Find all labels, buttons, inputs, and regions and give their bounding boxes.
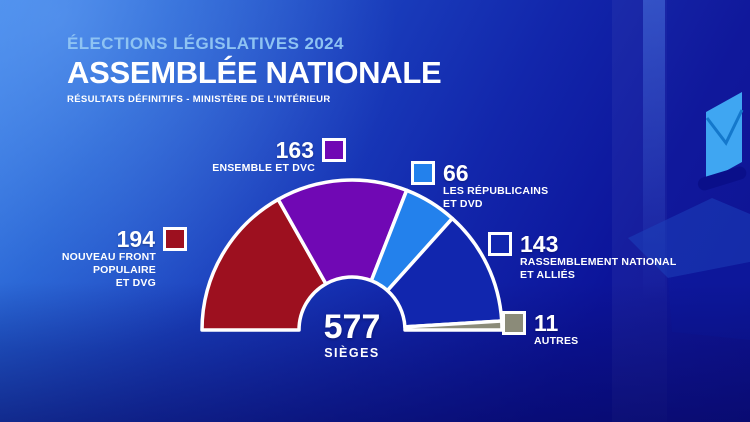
header: ÉLECTIONS LÉGISLATIVES 2024 ASSEMBLÉE NA… [67, 34, 442, 105]
autres-label: AUTRES [534, 335, 579, 347]
autres-seats: 11 [534, 310, 559, 336]
source-text: RÉSULTATS DÉFINITIFS - MINISTÈRE DE L'IN… [67, 94, 331, 105]
lr-label: LES RÉPUBLICAINS [443, 185, 549, 197]
callout-row: 143 [488, 232, 676, 256]
autres-swatch [502, 311, 526, 335]
rn-label: RASSEMBLEMENT NATIONAL [520, 256, 677, 268]
hemicycle-segment [276, 178, 409, 286]
hemicycle-segment [385, 216, 504, 329]
nfp-label-2: ET DVG [115, 277, 156, 289]
nfp-seats: 194 [116, 226, 155, 252]
callout-row: 194 [117, 227, 187, 251]
background-shadow [0, 282, 750, 422]
callout-row: 163 [276, 138, 346, 162]
nfp-label: NOUVEAU FRONT POPULAIRE [61, 251, 156, 276]
lr-swatch [411, 161, 435, 185]
rn-swatch [488, 232, 512, 256]
rn-label-2: ET ALLIÉS [520, 269, 576, 281]
lr-label-2: ET DVD [443, 198, 483, 210]
callout-autres: 11 AUTRES [502, 311, 578, 348]
callout-rassemblement-national: 143 RASSEMBLEMENT NATIONAL ET ALLIÉS [488, 232, 676, 282]
callout-row: 11 [502, 311, 578, 335]
total-seats-label: SIÈGES [324, 346, 380, 360]
callout-les-republicains: 66 LES RÉPUBLICAINS ET DVD [411, 161, 548, 211]
eyebrow-text: ÉLECTIONS LÉGISLATIVES 2024 [67, 34, 344, 53]
chart-total: 577 SIÈGES [272, 310, 432, 360]
nfp-swatch [163, 227, 187, 251]
callout-ensemble: 163 ENSEMBLE ET DVC [212, 138, 346, 175]
page-title: ASSEMBLÉE NATIONALE [67, 55, 442, 90]
lr-seats: 66 [443, 160, 469, 186]
ensemble-swatch [322, 138, 346, 162]
ensemble-seats: 163 [275, 137, 314, 163]
callout-nouveau-front-populaire: 194 NOUVEAU FRONT POPULAIRE ET DVG [0, 227, 187, 290]
rn-seats: 143 [520, 231, 559, 257]
ensemble-label: ENSEMBLE ET DVC [212, 162, 315, 174]
total-seats-value: 577 [323, 308, 381, 346]
callout-row: 66 [411, 161, 548, 185]
